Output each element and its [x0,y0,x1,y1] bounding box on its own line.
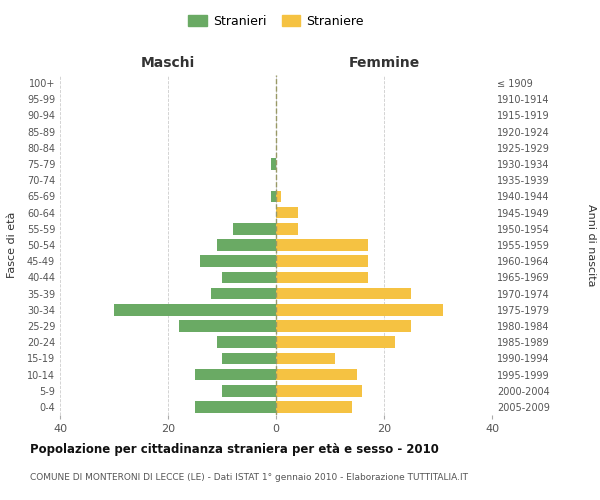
Bar [276,304,443,316]
Bar [276,207,298,218]
Bar [217,336,276,348]
Bar [276,352,335,364]
Text: Maschi: Maschi [141,56,195,70]
Bar [276,320,411,332]
Bar [276,368,357,380]
Bar [195,401,276,412]
Text: Femmine: Femmine [349,56,419,70]
Bar [195,368,276,380]
Bar [211,288,276,300]
Bar [233,223,276,234]
Bar [271,190,276,202]
Legend: Stranieri, Straniere: Stranieri, Straniere [184,11,368,32]
Bar [276,336,395,348]
Bar [114,304,276,316]
Text: COMUNE DI MONTERONI DI LECCE (LE) - Dati ISTAT 1° gennaio 2010 - Elaborazione TU: COMUNE DI MONTERONI DI LECCE (LE) - Dati… [30,472,468,482]
Text: Anni di nascita: Anni di nascita [586,204,596,286]
Text: Fasce di età: Fasce di età [7,212,17,278]
Bar [217,239,276,251]
Bar [276,223,298,234]
Bar [200,256,276,267]
Bar [276,239,368,251]
Bar [276,288,411,300]
Bar [179,320,276,332]
Bar [222,272,276,283]
Bar [276,190,281,202]
Text: Popolazione per cittadinanza straniera per età e sesso - 2010: Popolazione per cittadinanza straniera p… [30,442,439,456]
Bar [276,401,352,412]
Bar [276,385,362,396]
Bar [222,385,276,396]
Bar [222,352,276,364]
Bar [276,256,368,267]
Bar [276,272,368,283]
Bar [271,158,276,170]
